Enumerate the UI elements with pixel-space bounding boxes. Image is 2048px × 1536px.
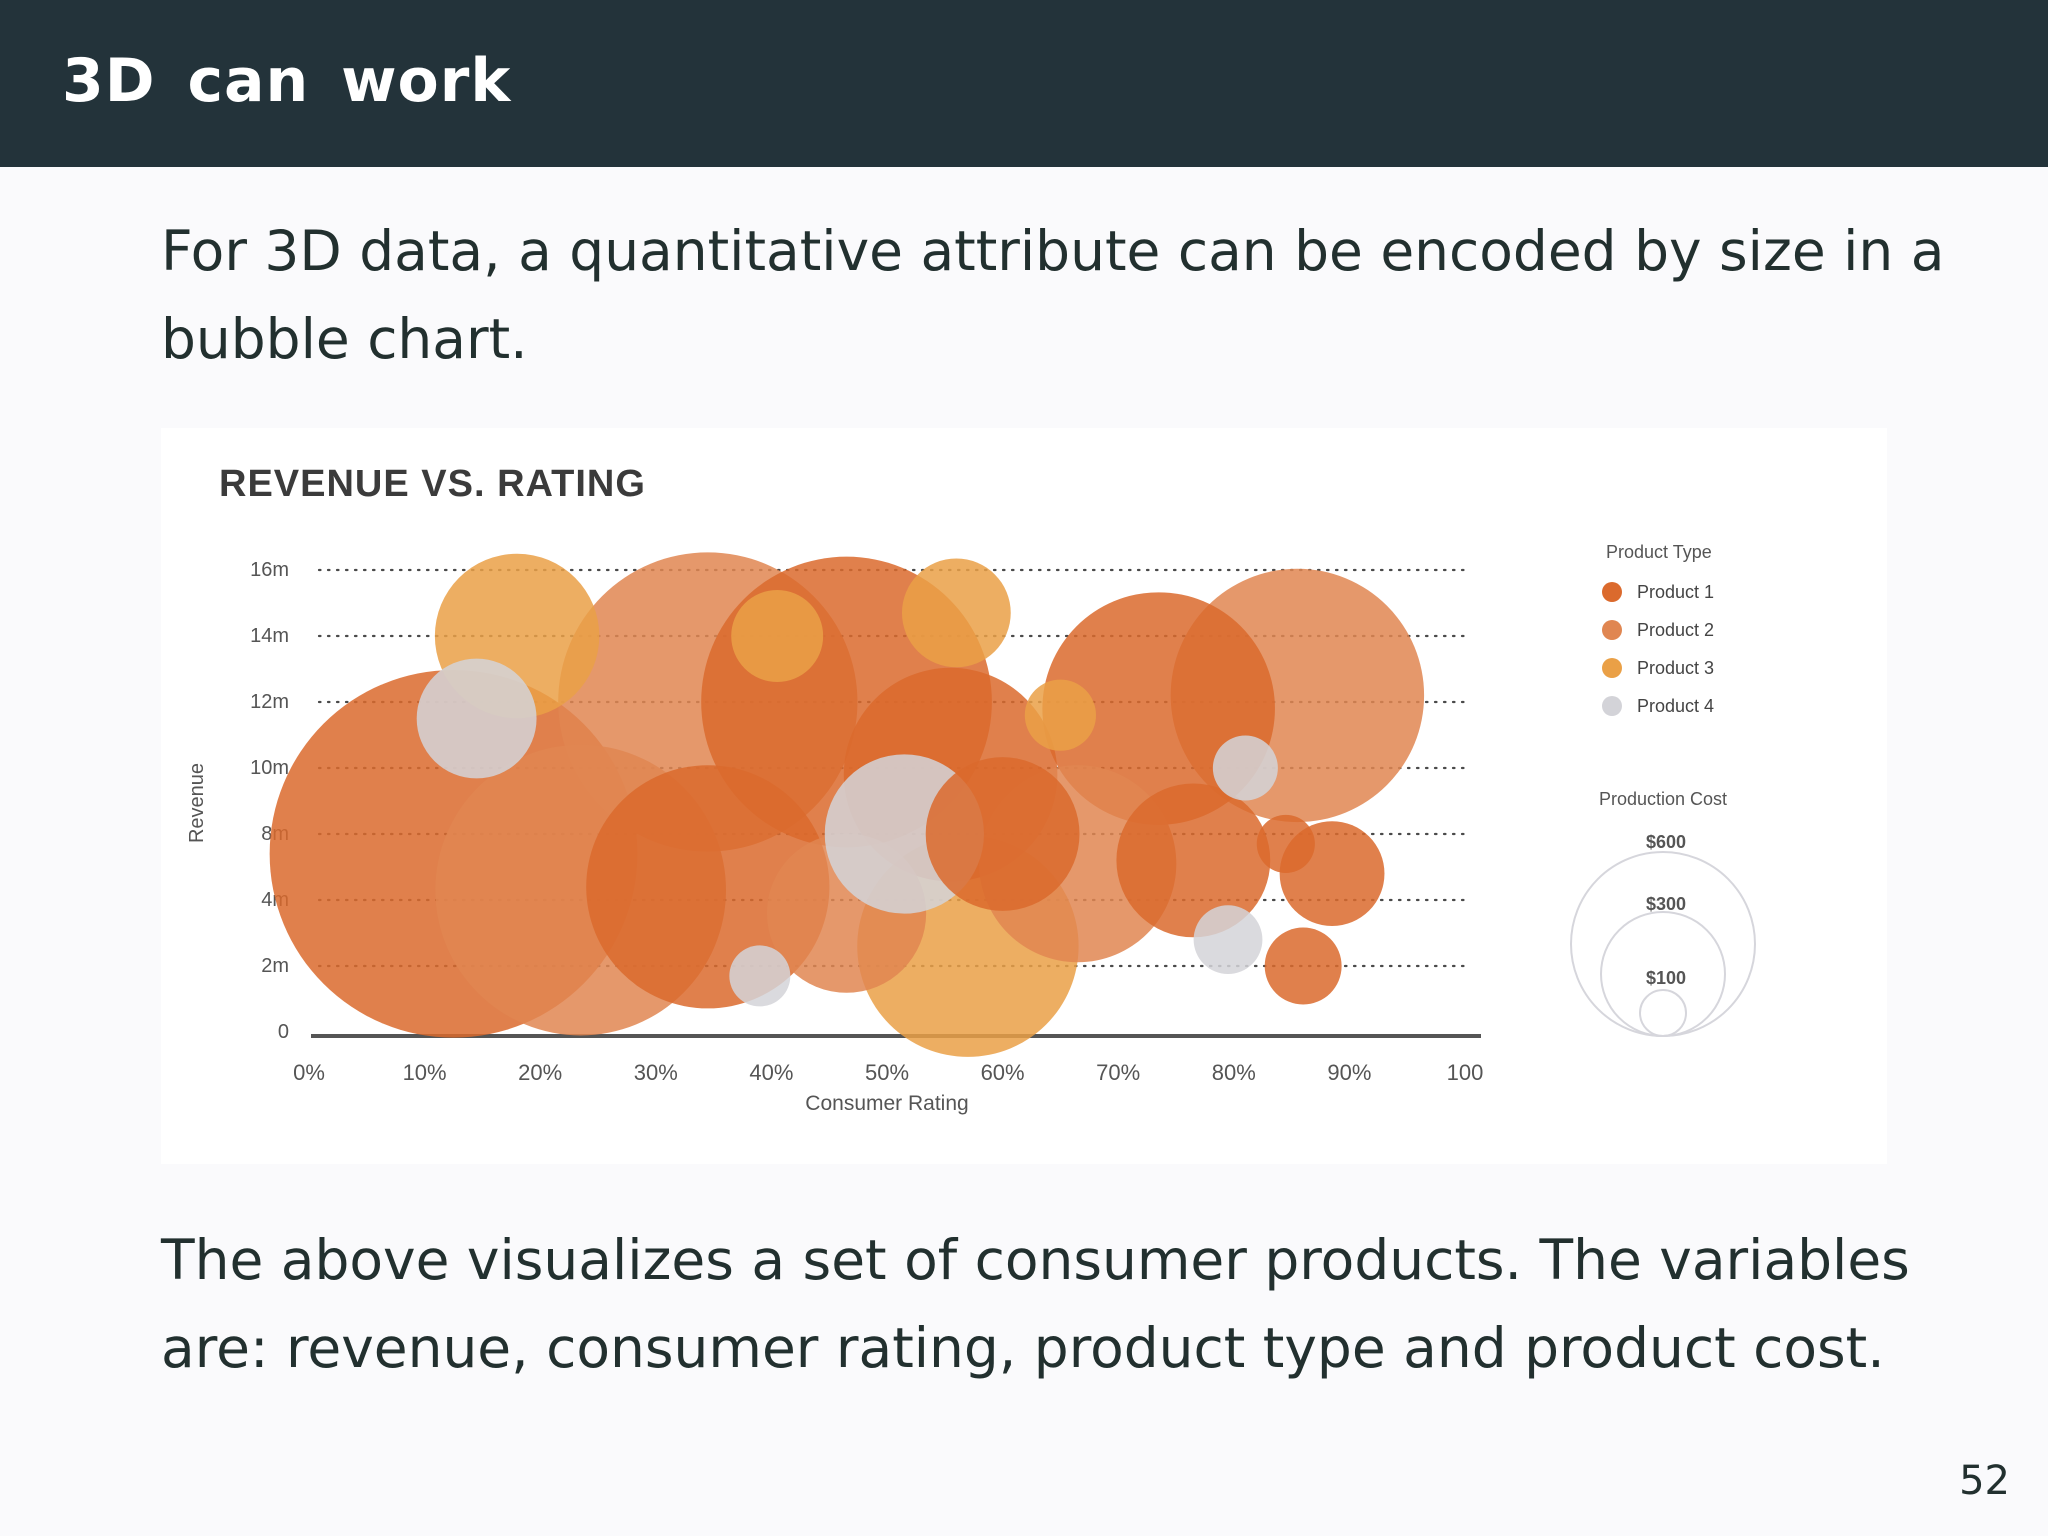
- intro-text: For 3D data, a quantitative attribute ca…: [161, 219, 1945, 371]
- bubble-chart: REVENUE VS. RATING02m4m8m10m12m14m16m0%1…: [186, 463, 1756, 1115]
- slide-title-bar: 3D can work: [0, 0, 2048, 167]
- y-tick-label: 16m: [250, 559, 289, 581]
- y-tick-label: 14m: [250, 625, 289, 647]
- page-number: 52: [1959, 1458, 2010, 1504]
- bubble-product-4: [1193, 905, 1263, 974]
- x-tick-label: 20%: [518, 1060, 562, 1085]
- size-legend-title: Production Cost: [1599, 789, 1727, 809]
- y-tick-label: 2m: [261, 955, 289, 977]
- x-tick-label: 70%: [1096, 1060, 1140, 1085]
- bubble-product-4: [416, 658, 537, 779]
- y-tick-label: 12m: [250, 691, 289, 713]
- legend-swatch: [1602, 696, 1622, 716]
- bubble-product-1: [1116, 783, 1271, 938]
- bubble-product-3: [731, 590, 824, 682]
- size-legend-circle: [1639, 989, 1687, 1037]
- x-tick-label: 80%: [1212, 1060, 1256, 1085]
- y-axis-label: Revenue: [186, 763, 208, 843]
- x-tick-label: 90%: [1327, 1060, 1371, 1085]
- outro-text: The above visualizes a set of consumer p…: [161, 1228, 1910, 1380]
- x-tick-label: 30%: [634, 1060, 678, 1085]
- legend-label: Product 1: [1637, 582, 1714, 602]
- legend-swatch: [1602, 658, 1622, 678]
- size-legend-label: $300: [1646, 894, 1686, 914]
- chart-title: REVENUE VS. RATING: [219, 463, 646, 505]
- legend-label: Product 3: [1637, 658, 1714, 678]
- size-legend-label: $600: [1646, 832, 1686, 852]
- legend-label: Product 4: [1637, 696, 1714, 716]
- x-tick-label: 40%: [749, 1060, 793, 1085]
- bubble-product-1: [1256, 814, 1315, 873]
- x-axis-label: Consumer Rating: [805, 1092, 968, 1115]
- bubble-product-3: [901, 558, 1011, 668]
- x-tick-label: 0%: [293, 1060, 325, 1085]
- bubble-chart-card: REVENUE VS. RATING02m4m8m10m12m14m16m0%1…: [161, 428, 1887, 1164]
- slide-title: 3D can work: [62, 46, 512, 116]
- legend-title: Product Type: [1606, 542, 1712, 562]
- legend-label: Product 2: [1637, 620, 1714, 640]
- size-legend-circle: [1570, 851, 1756, 1037]
- x-tick-label: 60%: [981, 1060, 1025, 1085]
- bubble-product-1: [1264, 927, 1342, 1005]
- x-tick-label: 100: [1447, 1060, 1484, 1085]
- legend-swatch: [1602, 582, 1622, 602]
- x-tick-label: 50%: [865, 1060, 909, 1085]
- bubble-product-1: [925, 757, 1080, 911]
- bubble-product-3: [1024, 679, 1097, 751]
- size-legend-label: $100: [1646, 968, 1686, 988]
- bubble-product-4: [1212, 735, 1278, 801]
- x-tick-label: 10%: [403, 1060, 447, 1085]
- bubble-product-4: [729, 945, 791, 1007]
- y-tick-label: 10m: [250, 757, 289, 779]
- y-tick-label: 0: [278, 1021, 289, 1043]
- legend-swatch: [1602, 620, 1622, 640]
